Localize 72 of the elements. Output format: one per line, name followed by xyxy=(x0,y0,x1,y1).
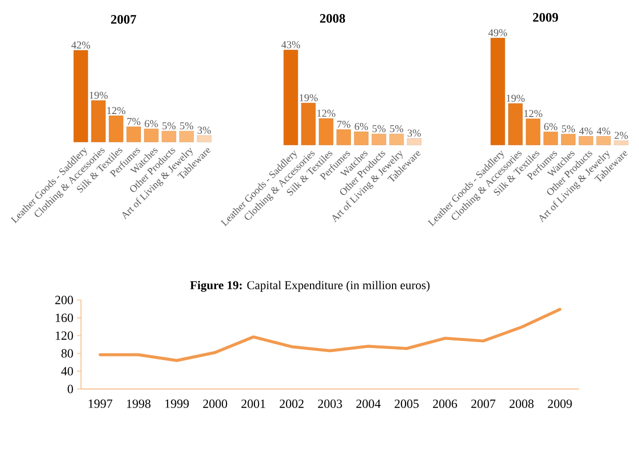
bar xyxy=(91,100,106,142)
line-series xyxy=(98,308,562,362)
bar xyxy=(354,132,369,146)
chart-title: Figure 19: Capital Expenditure (in million euros) xyxy=(190,280,430,292)
data-label: 43% xyxy=(281,41,300,48)
data-label: 42% xyxy=(71,42,90,49)
bar xyxy=(389,134,404,146)
bar xyxy=(318,118,334,146)
bar xyxy=(372,134,386,146)
y-tick-label: 80 xyxy=(61,349,73,358)
chart-title: 2008 xyxy=(320,14,346,23)
data-label: 5% xyxy=(390,125,404,132)
chart-title: 2009 xyxy=(533,13,558,22)
bar xyxy=(108,116,124,142)
data-label: 12% xyxy=(107,106,126,114)
bar xyxy=(126,126,141,142)
data-label: 3% xyxy=(408,130,421,137)
data-label: 19% xyxy=(506,94,525,102)
x-tick-label: 2008 xyxy=(510,400,534,408)
data-label: 5% xyxy=(562,125,575,132)
data-label: 19% xyxy=(300,94,318,102)
x-tick-label: 1997 xyxy=(88,400,112,408)
x-tick-label: 2004 xyxy=(356,400,381,408)
x-tick-label: 1999 xyxy=(165,400,189,408)
data-label: 4% xyxy=(596,127,610,135)
bar xyxy=(596,136,611,146)
bar xyxy=(508,103,523,146)
data-label: 7% xyxy=(127,118,140,126)
y-tick-label: 200 xyxy=(55,296,73,304)
data-label: 19% xyxy=(90,92,108,99)
data-label: 5% xyxy=(162,122,176,130)
x-tick-label: 2000 xyxy=(203,400,228,408)
bar xyxy=(406,138,422,146)
chart-title: 2007 xyxy=(111,15,136,24)
x-tick-label: 2005 xyxy=(394,400,419,408)
x-tick-label: 2001 xyxy=(241,400,266,408)
bar xyxy=(336,129,351,146)
data-label: 7% xyxy=(337,120,350,128)
data-label: 5% xyxy=(180,122,194,130)
bar xyxy=(196,135,212,142)
data-label: 49% xyxy=(488,29,508,36)
y-tick-label: 0 xyxy=(68,384,73,394)
bar xyxy=(74,50,88,142)
bar xyxy=(284,50,298,146)
data-label: 12% xyxy=(317,110,336,117)
bar xyxy=(543,132,558,146)
bar xyxy=(162,130,176,142)
x-tick-label: 2009 xyxy=(548,400,572,408)
x-tick-label: 2003 xyxy=(318,400,342,408)
data-label: 6% xyxy=(144,120,158,128)
x-tick-label: 2006 xyxy=(432,400,458,408)
y-tick-label: 40 xyxy=(61,366,73,376)
data-label: 4% xyxy=(579,127,593,135)
y-tick-label: 160 xyxy=(56,314,73,322)
bar xyxy=(578,136,594,146)
x-tick-label: 2002 xyxy=(280,400,304,408)
data-label: 12% xyxy=(524,110,542,118)
bar xyxy=(526,118,540,146)
data-label: 3% xyxy=(198,126,211,134)
data-label: 2% xyxy=(614,132,628,139)
bar xyxy=(614,140,628,146)
y-tick-label: 120 xyxy=(56,331,73,340)
data-label: 5% xyxy=(372,125,386,132)
bar xyxy=(144,128,159,142)
bar xyxy=(561,134,576,146)
bar xyxy=(179,130,194,142)
bar xyxy=(490,38,506,146)
x-tick-label: 2007 xyxy=(471,400,496,408)
bar xyxy=(301,102,316,146)
data-label: 6% xyxy=(544,123,558,130)
x-tick-label: 1998 xyxy=(127,400,150,408)
data-label: 6% xyxy=(354,122,368,130)
